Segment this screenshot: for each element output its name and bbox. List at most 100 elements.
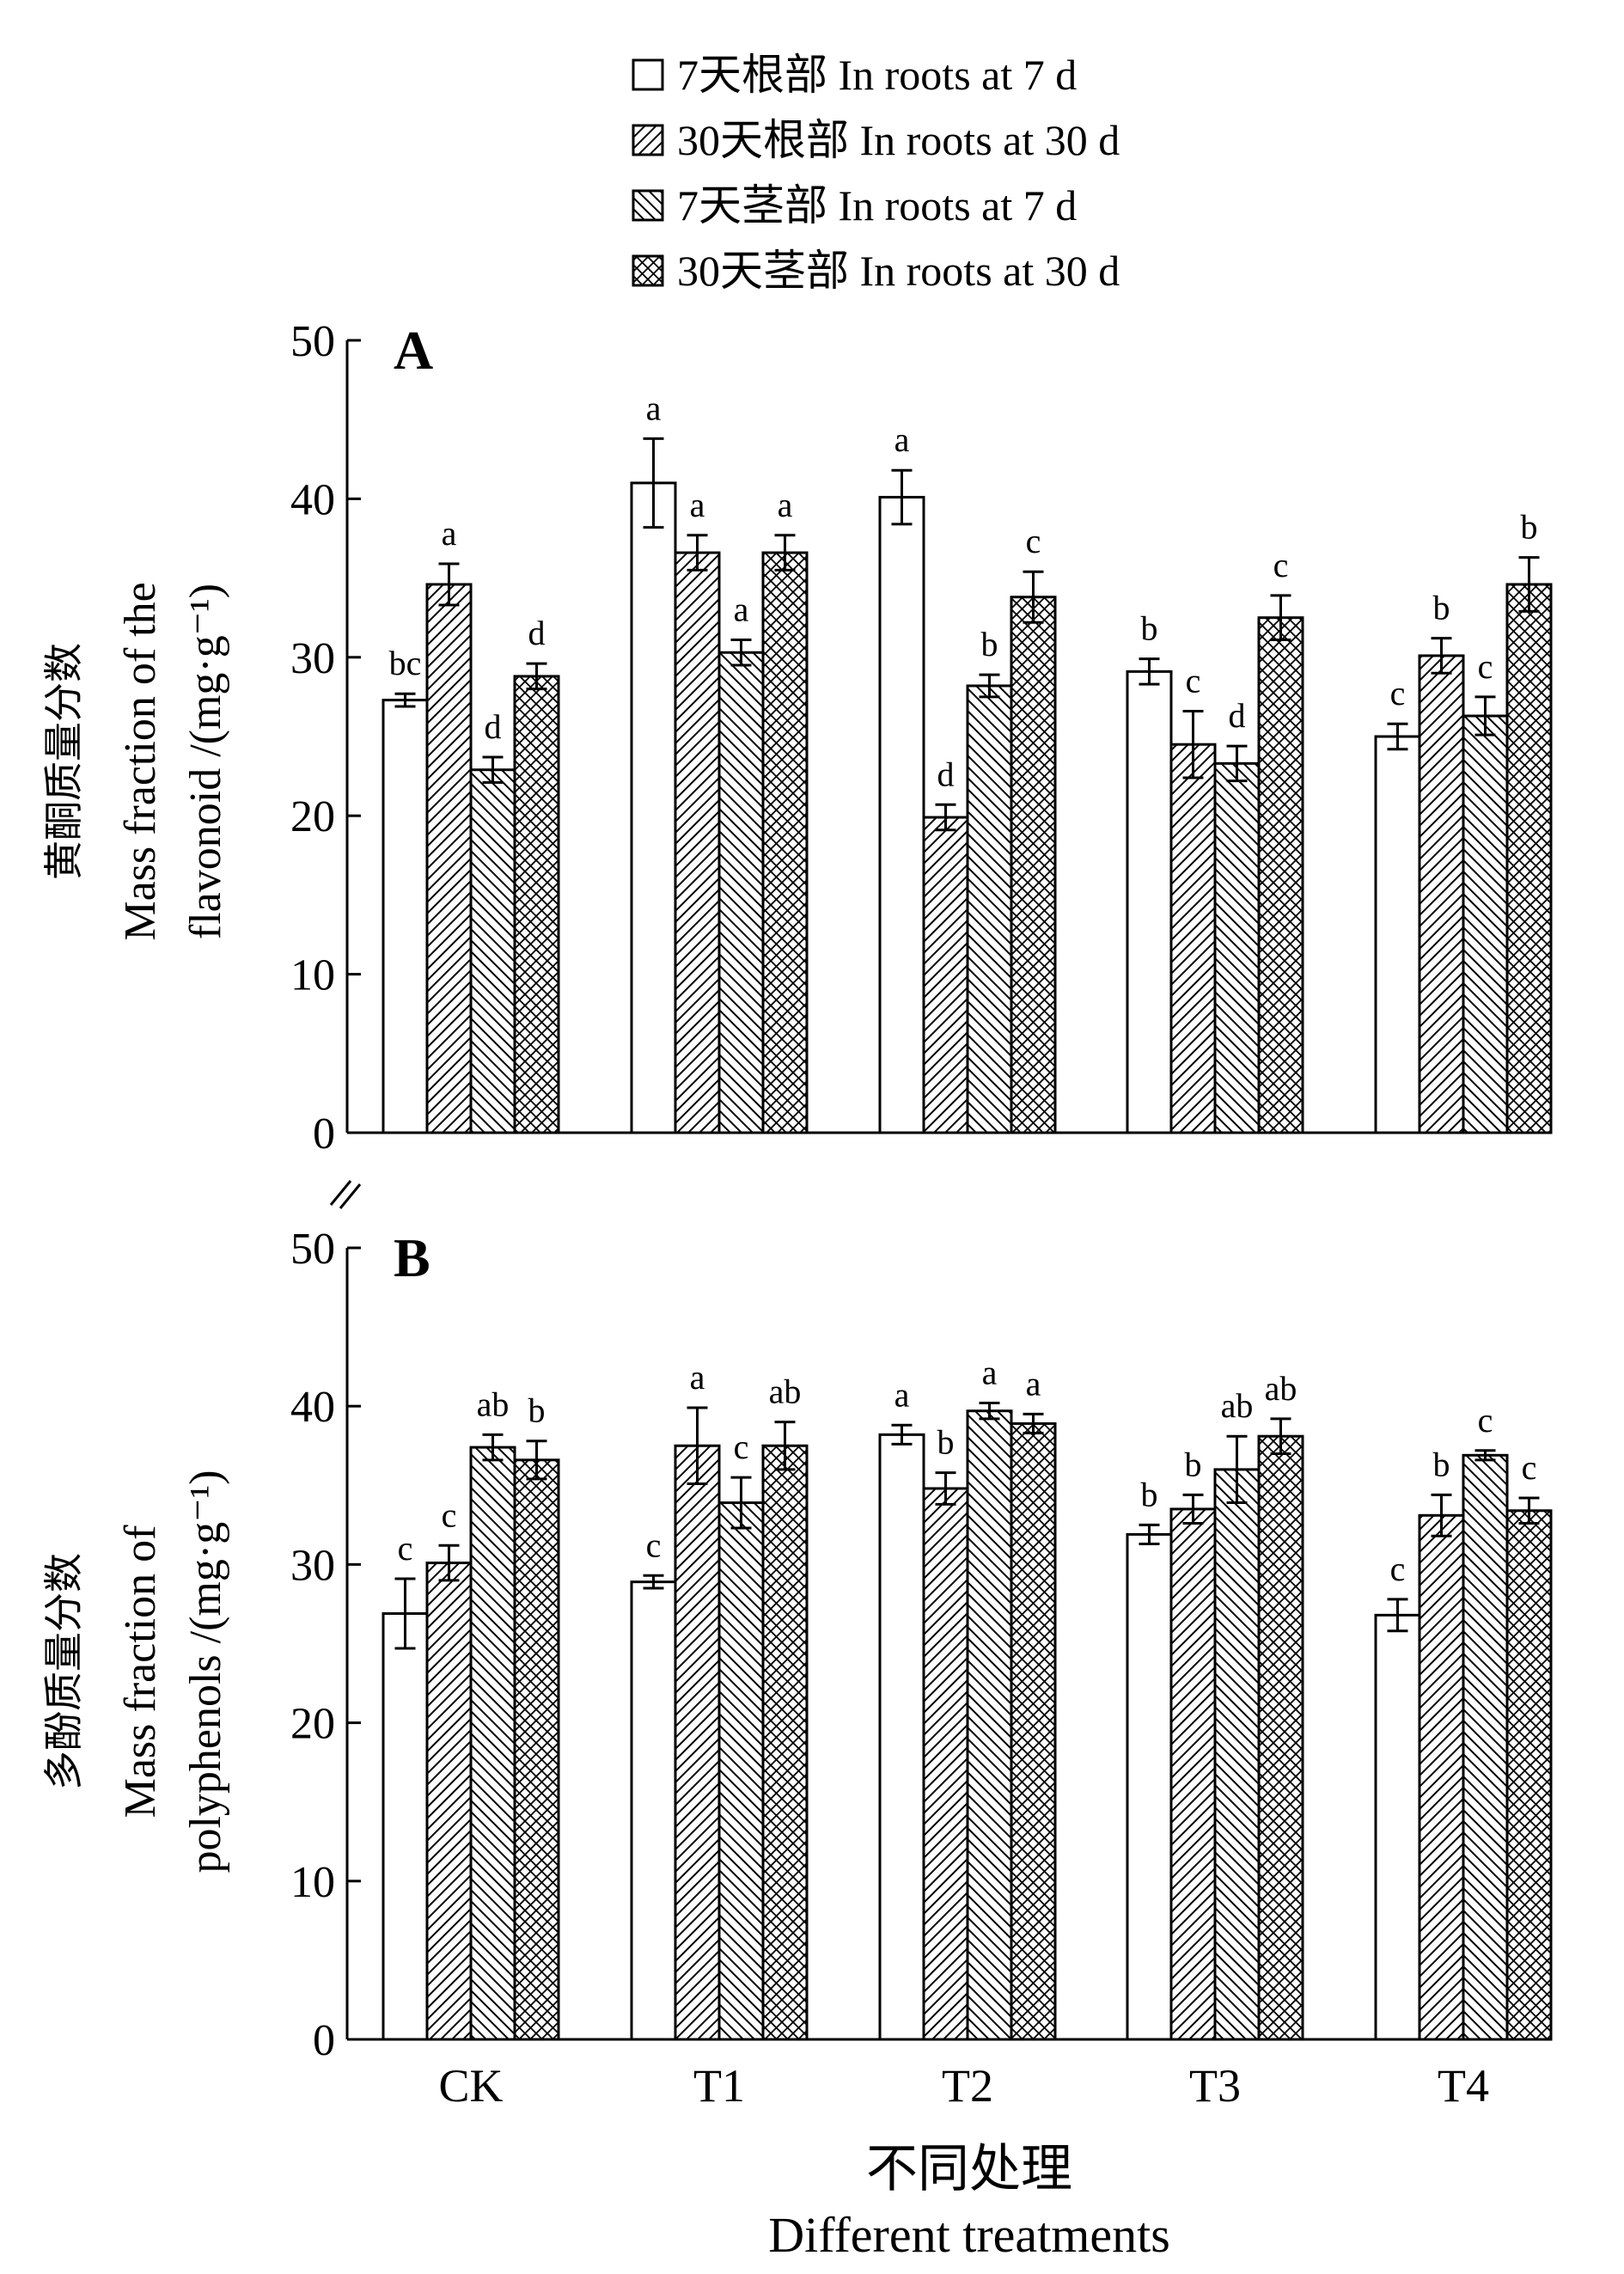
legend-label: 7天根部 In roots at 7 d bbox=[677, 51, 1077, 99]
bar-series-30d-root bbox=[674, 551, 721, 1134]
y-tick-label: 30 bbox=[290, 634, 335, 683]
significance-letter: c bbox=[1390, 1550, 1406, 1588]
y-tick-label: 0 bbox=[313, 1109, 335, 1158]
significance-letter: d bbox=[485, 707, 502, 746]
y-tick-label: 50 bbox=[290, 317, 335, 366]
y-tick-label: 20 bbox=[290, 792, 335, 841]
bar-series-30d-root bbox=[425, 583, 473, 1134]
bar-series-7d-root bbox=[1374, 1613, 1421, 2041]
bar-series-30d-root bbox=[1418, 654, 1465, 1134]
bar-series-7d-root bbox=[1374, 735, 1421, 1134]
panel-b-ylabel: 多酚质量分数 Mass fraction of polyphenols /(mg… bbox=[42, 1470, 230, 1873]
significance-letter: b bbox=[981, 625, 998, 663]
significance-letter: c bbox=[442, 1495, 457, 1534]
bar-series-30d-stem bbox=[513, 1458, 560, 2041]
significance-letter: a bbox=[1026, 1364, 1041, 1403]
y-tick-label: 20 bbox=[290, 1700, 335, 1749]
legend-item: 7天茎部 In roots at 7 d bbox=[632, 181, 1077, 229]
bar-series-7d-stem bbox=[966, 684, 1013, 1134]
bar-series-30d-stem bbox=[1257, 1434, 1304, 2041]
significance-letter: b bbox=[937, 1423, 955, 1462]
significance-letter: c bbox=[734, 1427, 749, 1466]
significance-letter: a bbox=[442, 514, 457, 553]
legend-item: 7天根部 In roots at 7 d bbox=[632, 51, 1077, 99]
bar-series-7d-stem bbox=[966, 1409, 1013, 2041]
legend-item: 30天根部 In roots at 30 d bbox=[632, 116, 1120, 164]
significance-letter: ab bbox=[477, 1385, 510, 1423]
x-tick-label: T1 bbox=[693, 2060, 745, 2112]
ylabel-cn: 多酚质量分数 bbox=[42, 1553, 86, 1790]
y-tick-label: 50 bbox=[290, 1225, 335, 1274]
significance-letter: a bbox=[690, 486, 705, 524]
significance-letter: c bbox=[646, 1525, 662, 1564]
significance-letter: a bbox=[894, 420, 910, 459]
panel-label: A bbox=[394, 320, 433, 381]
significance-letter: d bbox=[1229, 696, 1246, 735]
legend-label: 30天茎部 In roots at 30 d bbox=[677, 247, 1120, 295]
legend-label: 30天根部 In roots at 30 d bbox=[677, 116, 1120, 164]
significance-letter: c bbox=[398, 1529, 413, 1568]
x-tick-label: T4 bbox=[1438, 2060, 1489, 2112]
legend-swatch-hatch-back bbox=[632, 189, 664, 222]
legend-swatch-crosshatch bbox=[632, 254, 664, 287]
x-tick-label: T3 bbox=[1189, 2060, 1241, 2112]
significance-letter: c bbox=[1273, 546, 1289, 584]
significance-letter: b bbox=[1433, 589, 1450, 627]
bar-series-30d-root bbox=[1418, 1513, 1465, 2041]
significance-letter: d bbox=[528, 614, 546, 652]
significance-letter: a bbox=[778, 486, 793, 524]
ylabel-en-line1: Mass fraction of the bbox=[116, 582, 165, 940]
bar-series-7d-root bbox=[878, 496, 925, 1134]
bar-series-30d-stem bbox=[1010, 596, 1057, 1134]
significance-letter: b bbox=[1141, 1475, 1158, 1513]
bar-series-30d-stem bbox=[1257, 616, 1304, 1134]
bar-series-7d-root bbox=[630, 481, 677, 1134]
significance-letter: c bbox=[1186, 661, 1201, 700]
bar-series-7d-root bbox=[630, 1580, 677, 2041]
significance-letter: b bbox=[528, 1391, 546, 1430]
significance-letter: c bbox=[1478, 647, 1493, 686]
significance-letter: a bbox=[734, 590, 749, 629]
bar-series-7d-stem bbox=[717, 1501, 765, 2041]
significance-letter: b bbox=[1141, 609, 1158, 648]
bar-series-30d-root bbox=[922, 1487, 969, 2041]
significance-letter: b bbox=[1433, 1445, 1450, 1483]
panel-label: B bbox=[394, 1227, 430, 1288]
bar-series-7d-stem bbox=[469, 1446, 516, 2041]
xaxis-title-en: Different treatments bbox=[768, 2207, 1170, 2263]
significance-letter: a bbox=[894, 1375, 910, 1414]
bar-series-7d-stem bbox=[1213, 1468, 1261, 2041]
bar-series-30d-root bbox=[674, 1444, 721, 2041]
y-tick-label: 10 bbox=[290, 951, 335, 1000]
significance-letter: ab bbox=[1265, 1369, 1297, 1408]
bar-series-7d-stem bbox=[1213, 761, 1261, 1134]
bar-series-7d-stem bbox=[717, 651, 765, 1134]
axis-break-mark bbox=[329, 1180, 362, 1209]
ylabel-en-line1: Mass fraction of bbox=[116, 1525, 165, 1818]
y-tick-label: 10 bbox=[290, 1858, 335, 1907]
y-tick-label: 40 bbox=[290, 475, 335, 524]
ylabel-en-line2: flavonoid /(mg·g⁻¹) bbox=[181, 584, 230, 939]
significance-letter: b bbox=[1521, 508, 1538, 547]
bar-series-7d-root bbox=[1126, 1532, 1173, 2041]
bar-series-30d-stem bbox=[1010, 1421, 1057, 2041]
y-tick-label: 40 bbox=[290, 1383, 335, 1432]
panel-a-ylabel: 黄酮质量分数 Mass fraction of the flavonoid /(… bbox=[42, 582, 230, 940]
significance-letter: a bbox=[646, 388, 662, 427]
bar-series-30d-stem bbox=[761, 1444, 809, 2041]
y-tick-label: 30 bbox=[290, 1541, 335, 1590]
significance-letter: ab bbox=[1221, 1386, 1254, 1425]
bar-series-7d-stem bbox=[469, 768, 516, 1134]
xaxis-title-cn: 不同处理 bbox=[866, 2141, 1072, 2198]
ylabel-en-line2: polyphenols /(mg·g⁻¹) bbox=[181, 1470, 230, 1873]
legend-label: 7天茎部 In roots at 7 d bbox=[677, 181, 1077, 229]
bar-series-30d-root bbox=[1169, 743, 1217, 1134]
significance-letter: c bbox=[1478, 1401, 1493, 1440]
bar-series-7d-stem bbox=[1462, 1453, 1509, 2041]
significance-letter: d bbox=[937, 755, 955, 793]
legend: 7天根部 In roots at 7 d 30天根部 In roots at 3… bbox=[632, 51, 1120, 295]
